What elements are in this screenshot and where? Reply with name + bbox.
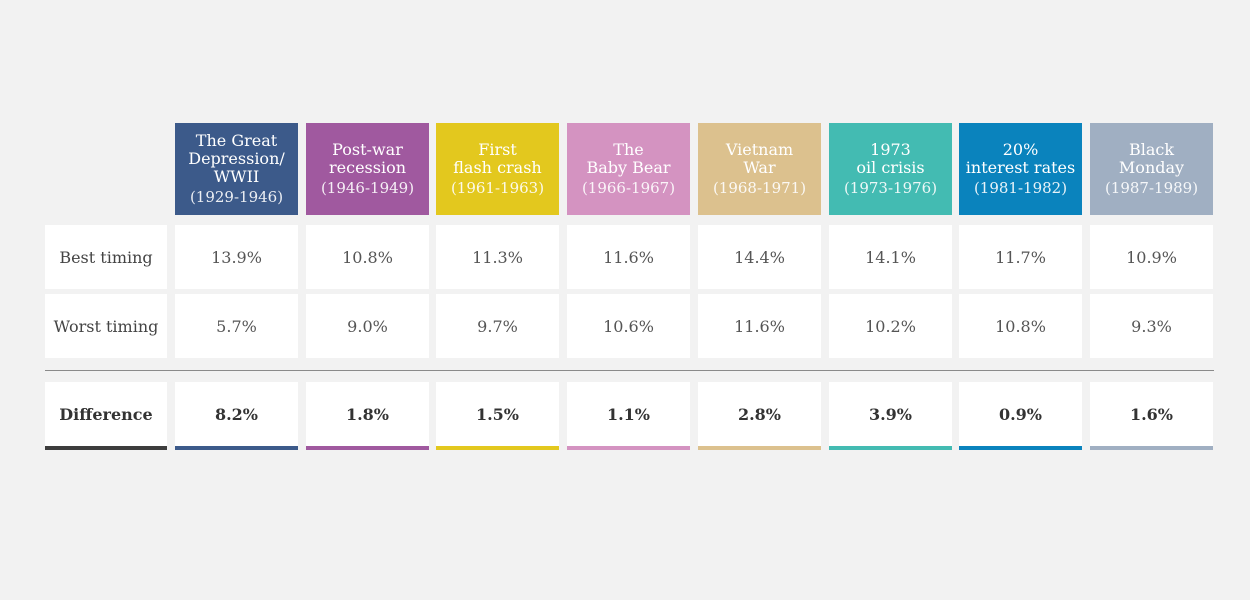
column-header: Vietnam War (1968-1971)	[698, 123, 821, 215]
cell-worst: 9.7%	[436, 294, 559, 358]
cell-difference: 2.8%	[698, 382, 821, 446]
column-title-line: Vietnam	[725, 140, 794, 159]
column-title-line: The Great	[195, 131, 278, 150]
column-header: The Great Depression/WWII (1929-1946)	[175, 123, 298, 215]
column-underline	[306, 446, 429, 450]
column-header: Black Monday (1987-1989)	[1090, 123, 1213, 215]
row-label-difference: Difference	[45, 382, 167, 446]
cell-best: 11.6%	[567, 225, 690, 289]
cell-best: 11.7%	[959, 225, 1082, 289]
column-period: (1987-1989)	[1104, 179, 1199, 197]
column-underline	[436, 446, 559, 450]
cell-difference: 0.9%	[959, 382, 1082, 446]
column-header: The Baby Bear (1966-1967)	[567, 123, 690, 215]
column-title-line: War	[743, 158, 776, 177]
column-title-line: Baby Bear	[586, 158, 671, 177]
column-period: (1968-1971)	[712, 179, 807, 197]
row-label-worst: Worst timing	[45, 294, 167, 358]
column-title-line: flash crash	[453, 158, 542, 177]
cell-difference: 1.1%	[567, 382, 690, 446]
cell-difference: 1.8%	[306, 382, 429, 446]
cell-best: 13.9%	[175, 225, 298, 289]
cell-difference: 3.9%	[829, 382, 952, 446]
column-title-line: WWII	[213, 167, 260, 186]
column-title-line: 1973	[870, 140, 911, 159]
column-underline	[698, 446, 821, 450]
cell-worst: 9.3%	[1090, 294, 1213, 358]
column-title-line: Post-war	[332, 140, 403, 159]
column-period: (1966-1967)	[581, 179, 676, 197]
column-header: Post-war recession (1946-1949)	[306, 123, 429, 215]
cell-best: 10.9%	[1090, 225, 1213, 289]
cell-worst: 10.8%	[959, 294, 1082, 358]
cell-worst: 10.2%	[829, 294, 952, 358]
column-underline	[959, 446, 1082, 450]
column-title-line: Depression/	[188, 149, 285, 168]
column-title-line: 20%	[1002, 140, 1039, 159]
row-label-underline	[45, 446, 167, 450]
column-period: (1929-1946)	[189, 188, 284, 206]
column-period: (1973-1976)	[843, 179, 938, 197]
column-header: 1973 oil crisis (1973-1976)	[829, 123, 952, 215]
cell-worst: 10.6%	[567, 294, 690, 358]
cell-best: 11.3%	[436, 225, 559, 289]
column-underline	[1090, 446, 1213, 450]
column-underline	[175, 446, 298, 450]
column-title-line: oil crisis	[856, 158, 925, 177]
column-title-line: Black	[1128, 140, 1175, 159]
cell-worst: 9.0%	[306, 294, 429, 358]
cell-best: 10.8%	[306, 225, 429, 289]
column-period: (1946-1949)	[320, 179, 415, 197]
column-title-line: interest rates	[965, 158, 1076, 177]
cell-best: 14.1%	[829, 225, 952, 289]
cell-difference: 1.6%	[1090, 382, 1213, 446]
column-title-line: First	[478, 140, 517, 159]
column-title-line: Monday	[1118, 158, 1185, 177]
row-label-best: Best timing	[45, 225, 167, 289]
column-underline	[567, 446, 690, 450]
column-header: 20% interest rates (1981-1982)	[959, 123, 1082, 215]
column-title-line: The	[613, 140, 644, 159]
cell-difference: 8.2%	[175, 382, 298, 446]
cell-best: 14.4%	[698, 225, 821, 289]
column-header: First flash crash (1961-1963)	[436, 123, 559, 215]
table-divider	[45, 370, 1214, 371]
cell-worst: 5.7%	[175, 294, 298, 358]
cell-worst: 11.6%	[698, 294, 821, 358]
column-period: (1961-1963)	[450, 179, 545, 197]
column-period: (1981-1982)	[973, 179, 1068, 197]
column-title-line: recession	[328, 158, 407, 177]
cell-difference: 1.5%	[436, 382, 559, 446]
column-underline	[829, 446, 952, 450]
